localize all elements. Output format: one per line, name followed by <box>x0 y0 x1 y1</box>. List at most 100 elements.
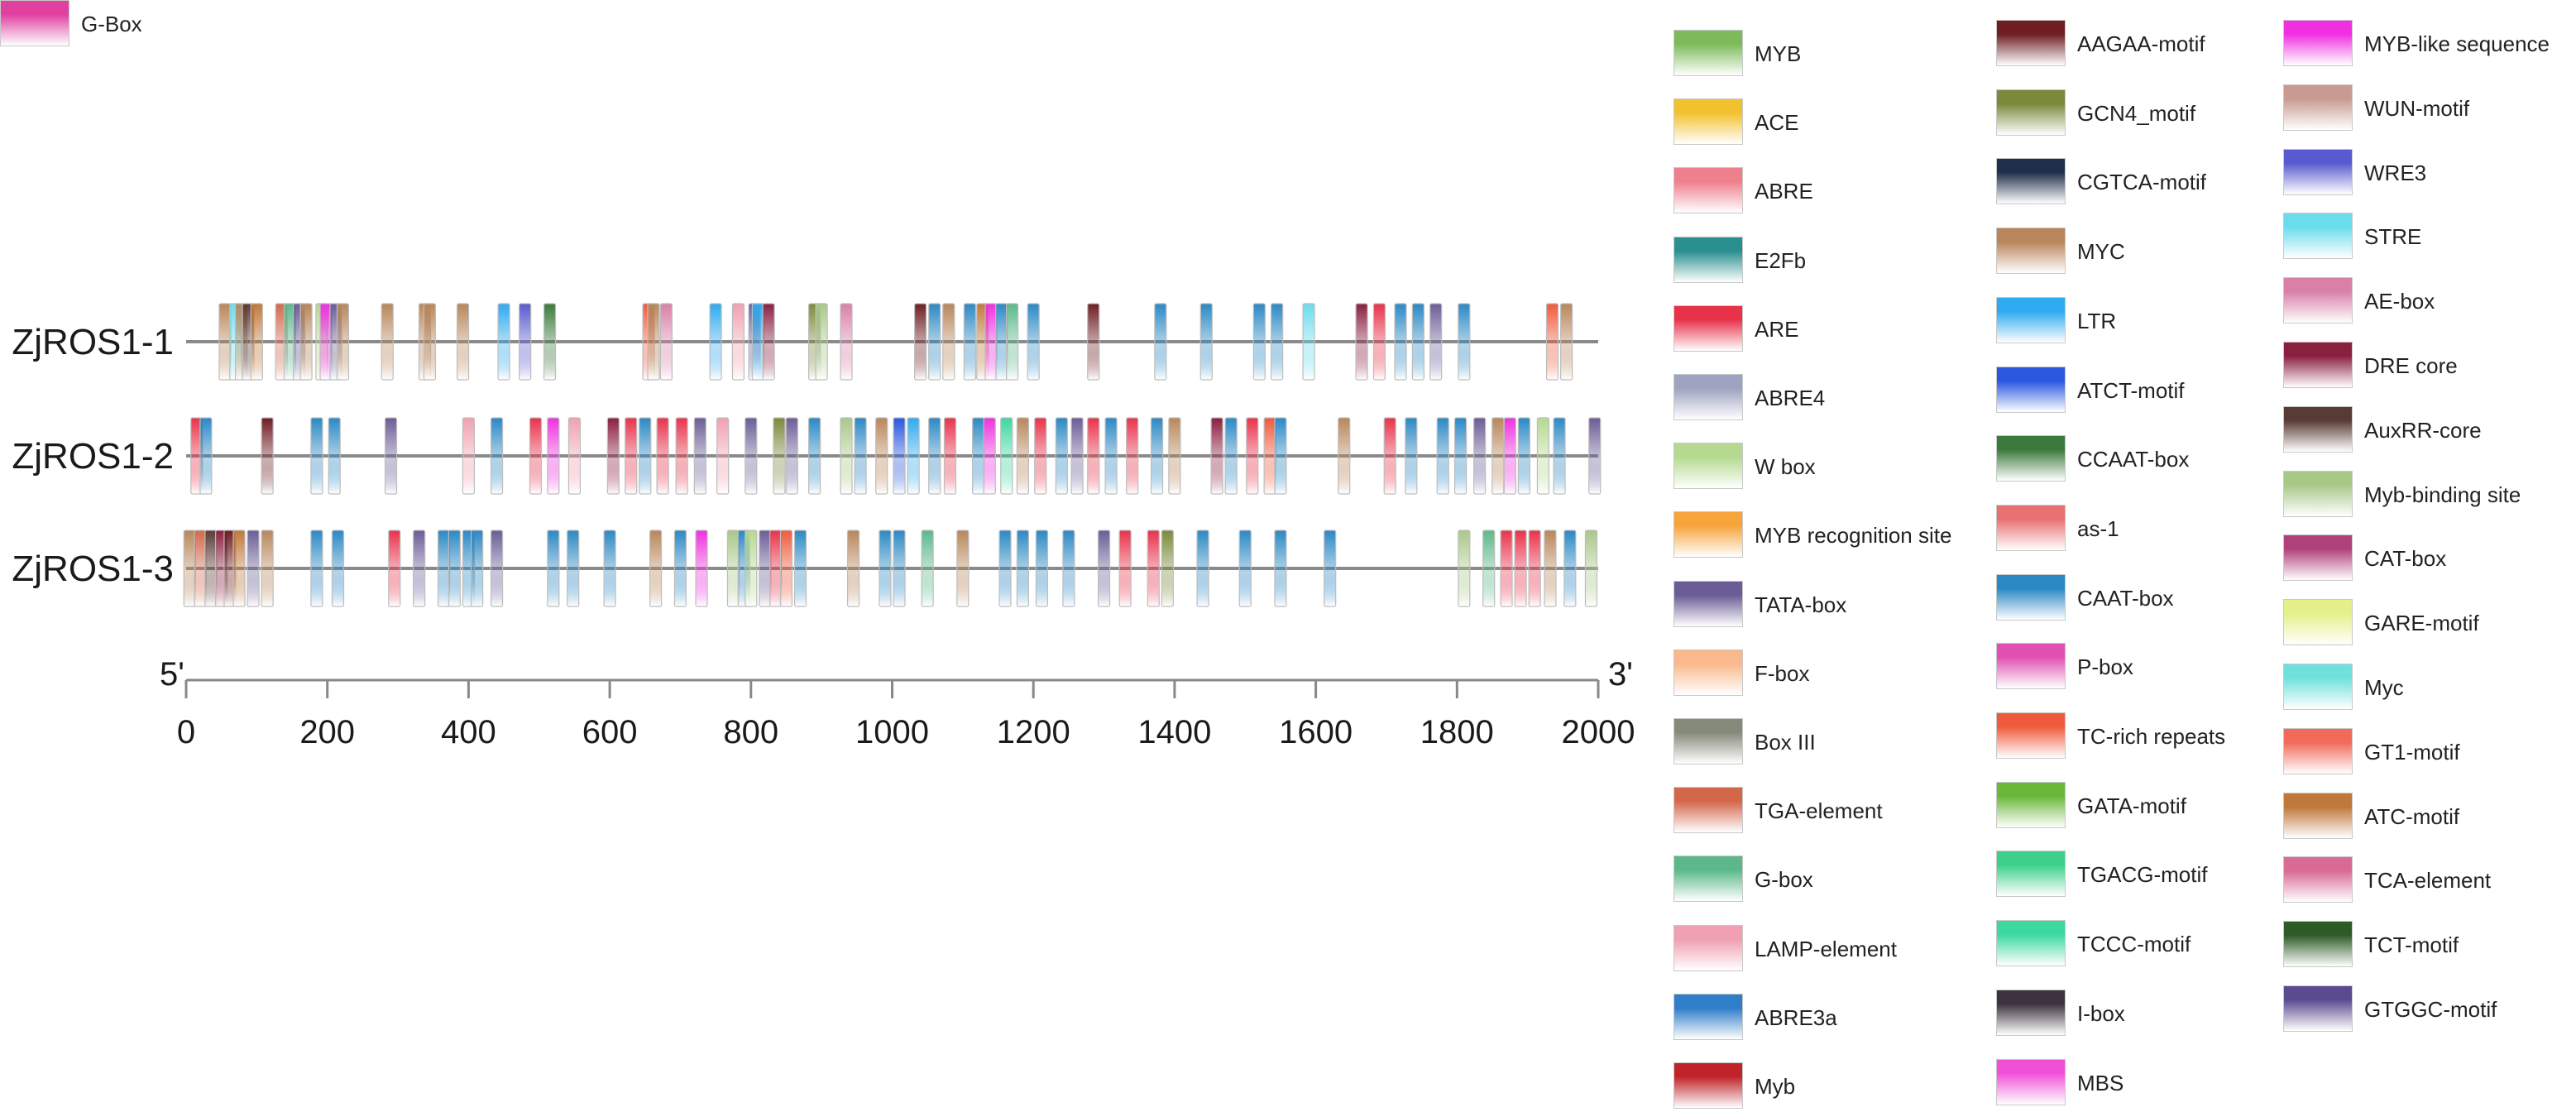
motif-caat-box <box>567 530 580 607</box>
motif-dre-core <box>1355 303 1368 381</box>
motif-caat-box <box>1517 417 1530 495</box>
motif-are <box>529 417 543 495</box>
axis-tick-label: 1000 <box>855 714 929 750</box>
motif-caat-box <box>998 530 1012 607</box>
motif-myb-binding-site <box>1584 530 1598 607</box>
motif-tata-box <box>413 530 426 607</box>
motif-atct-motif <box>893 417 906 495</box>
motif-lamp-element <box>716 417 730 495</box>
motif-caat-box <box>673 530 687 607</box>
motif-ltr <box>709 303 722 381</box>
motif-are <box>1147 530 1160 607</box>
motif-myb-like-sequence <box>695 530 708 607</box>
motif-caat-box <box>879 530 892 607</box>
motif-aagaa-motif <box>261 417 274 495</box>
motif-ccaat-box <box>543 303 557 381</box>
gene-row-zjros1-2: ZjROS1-2 <box>12 417 1602 495</box>
motif-caat-box <box>331 530 345 607</box>
gene-label: ZjROS1-2 <box>12 436 174 477</box>
motif-caat-box <box>1394 303 1407 381</box>
motif-caat-box <box>1154 303 1167 381</box>
motif-are <box>1500 530 1513 607</box>
gene-rows: ZjROS1-1 ZjROS1-2 ZjROS1-3 <box>12 303 1602 607</box>
motif-tc-rich-repeats <box>1545 303 1559 381</box>
motif-tata-box <box>1097 530 1111 607</box>
motif-caat-box <box>963 303 976 381</box>
motif-caat-box <box>1563 530 1577 607</box>
motif-are <box>388 530 401 607</box>
motif-caat-box <box>1252 303 1266 381</box>
motif-caat-box <box>1055 417 1068 495</box>
motif-are <box>1372 303 1386 381</box>
motif-tata-box <box>1588 417 1602 495</box>
motif-are <box>1126 417 1139 495</box>
motif-aagaa-motif <box>914 303 927 381</box>
motif-myb-binding-site <box>840 417 853 495</box>
motif-are <box>1118 530 1132 607</box>
motif-dre-core <box>1210 417 1223 495</box>
motif-are <box>943 417 957 495</box>
motif-ae-box <box>840 303 853 381</box>
motif-ltr <box>497 303 510 381</box>
motif-ltr <box>751 303 764 381</box>
motif-myc <box>381 303 394 381</box>
motif-myc <box>875 417 888 495</box>
motif-tata-box <box>490 530 504 607</box>
motif-wre3 <box>519 303 532 381</box>
motif-auxrr-core <box>204 530 218 607</box>
motif-myc <box>1016 417 1029 495</box>
motif-tata-box <box>247 530 260 607</box>
motif-myc <box>183 530 196 607</box>
motif-caat-box <box>1238 530 1252 607</box>
axis-tick-label: 2000 <box>1562 714 1635 750</box>
motif-myc <box>218 303 232 381</box>
motif-caat-box <box>199 417 213 495</box>
axis-tick-label: 0 <box>177 714 195 750</box>
motif-myb-binding-site <box>726 530 740 607</box>
gene-row-zjros1-3: ZjROS1-3 <box>12 530 1598 607</box>
motif-caat-box <box>310 417 323 495</box>
motif-tata-box <box>693 417 706 495</box>
gene-label: ZjROS1-3 <box>12 549 174 589</box>
motif-caat-box <box>471 530 484 607</box>
motif-are <box>1528 530 1541 607</box>
motif-caat-box <box>995 303 1008 381</box>
motif-myc <box>649 530 663 607</box>
motif-caat-box <box>310 530 323 607</box>
motif-myc <box>1544 530 1557 607</box>
motif-tccc-motif <box>1000 417 1013 495</box>
motif-caat-box <box>1035 530 1049 607</box>
gene-row-zjros1-1: ZjROS1-1 <box>12 303 1598 381</box>
motif-ltr <box>907 417 920 495</box>
motif-caat-box <box>893 530 906 607</box>
motif-tc-rich-repeats <box>1263 417 1276 495</box>
motif-caat-box <box>490 417 504 495</box>
motif-myc <box>336 303 350 381</box>
motif-myc <box>846 530 860 607</box>
motif-lamp-element <box>462 417 476 495</box>
motif-caat-box <box>1436 417 1449 495</box>
motif-caat-box <box>928 417 941 495</box>
position-axis: 0 200 400 600 800 1000 1200 1400 1600 1800 2000 5'… <box>160 656 1635 750</box>
motif-myc <box>956 530 970 607</box>
motif-are <box>1383 417 1396 495</box>
axis-tick-label: 600 <box>582 714 638 750</box>
motif-are <box>675 417 688 495</box>
motif-dre-core <box>606 417 620 495</box>
motif-caat-box <box>854 417 867 495</box>
axis-tick-label: 400 <box>441 714 496 750</box>
motif-myc <box>1559 303 1573 381</box>
motif-myc <box>456 303 470 381</box>
motif-g-box <box>921 530 934 607</box>
motif-caat-box <box>603 530 616 607</box>
motif-myb-like-sequence <box>1503 417 1516 495</box>
motif-caat-box <box>793 530 807 607</box>
motif-myb-binding-site <box>815 303 828 381</box>
motif-caat-box <box>972 417 985 495</box>
motif-caat-box <box>1458 303 1471 381</box>
motif-caat-box <box>639 417 652 495</box>
motif-tata-box <box>384 417 398 495</box>
motif-caat-box <box>1027 303 1040 381</box>
motif-tata-box <box>759 530 772 607</box>
